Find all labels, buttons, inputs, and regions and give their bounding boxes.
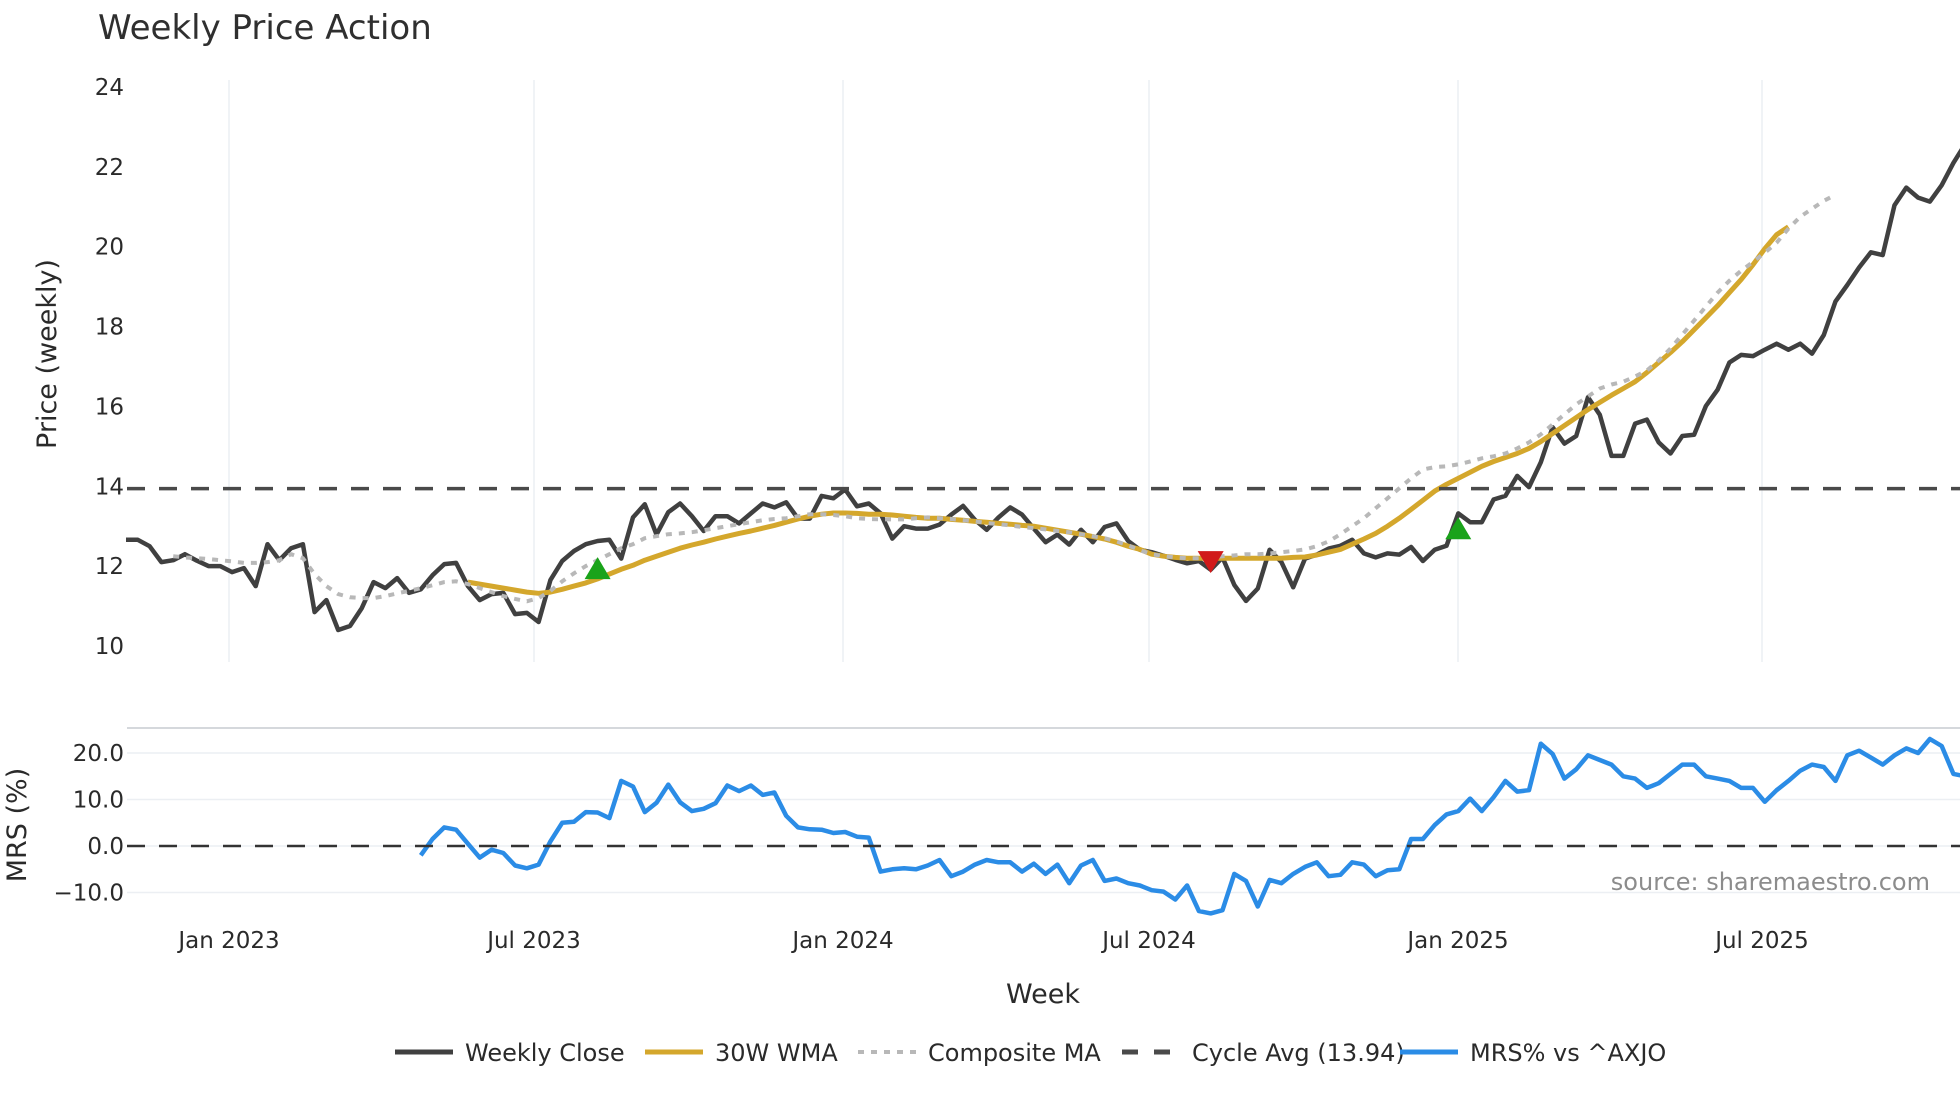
price-y-tick-label: 24	[95, 75, 124, 101]
x-axis-label: Week	[1006, 979, 1080, 1010]
price-panel-grid	[228, 80, 1763, 662]
price-y-axis-label: Price (weekly)	[32, 259, 63, 449]
x-tick-label: Jan 2024	[790, 928, 893, 954]
series-composite-ma	[172, 193, 1837, 604]
mrs-y-tick-label: 20.0	[73, 741, 124, 767]
signal-markers	[584, 517, 1472, 580]
legend-label: Weekly Close	[465, 1039, 625, 1067]
legend-item: Composite MA	[858, 1039, 1101, 1067]
legend: Weekly Close 30W WMA Composite MA Cycle Avg…	[395, 1039, 1666, 1067]
mrs-y-tick-label: 10.0	[73, 788, 124, 814]
x-tick-label: Jul 2024	[1100, 928, 1196, 954]
price-y-tick-label: 22	[95, 155, 124, 181]
x-tick-label: Jan 2025	[1405, 928, 1508, 954]
legend-item: Cycle Avg (13.94)	[1122, 1039, 1405, 1067]
mrs-y-tick-label: 0.0	[87, 834, 124, 860]
mrs-y-axis-label: MRS (%)	[2, 768, 33, 883]
legend-label: Composite MA	[928, 1039, 1101, 1067]
sell-signal-marker	[1197, 551, 1224, 574]
price-y-tick-label: 14	[95, 474, 124, 500]
legend-item: Weekly Close	[395, 1039, 625, 1067]
x-tick-label: Jul 2023	[485, 928, 581, 954]
series-layer	[126, 148, 1960, 916]
buy-signal-marker	[584, 557, 611, 580]
x-tick-label: Jul 2025	[1713, 928, 1809, 954]
x-tick-label: Jan 2023	[176, 928, 279, 954]
buy-signal-marker	[1445, 517, 1472, 540]
axis-ticks: Jan 2023 Jul 2023 Jan 2024 Jul 2024 Jan 2025…	[54, 75, 1809, 954]
legend-label: 30W WMA	[715, 1039, 838, 1067]
legend-label: MRS% vs ^AXJO	[1470, 1039, 1666, 1067]
price-y-tick-label: 18	[95, 315, 124, 341]
series-30w-wma	[467, 224, 1790, 596]
mrs-y-tick-label: −10.0	[54, 881, 124, 907]
source-annotation: source: sharemaestro.com	[1611, 868, 1930, 896]
series-weekly-close	[126, 148, 1960, 633]
price-y-tick-label: 10	[95, 634, 124, 660]
chart-title: Weekly Price Action	[98, 8, 432, 48]
series-mrs-vs-axjo	[418, 736, 1960, 916]
price-y-tick-label: 16	[95, 394, 124, 420]
legend-item: 30W WMA	[645, 1039, 838, 1067]
legend-item: MRS% vs ^AXJO	[1400, 1039, 1666, 1067]
price-y-tick-label: 12	[95, 554, 124, 580]
price-y-tick-label: 20	[95, 235, 124, 261]
legend-label: Cycle Avg (13.94)	[1192, 1039, 1405, 1067]
